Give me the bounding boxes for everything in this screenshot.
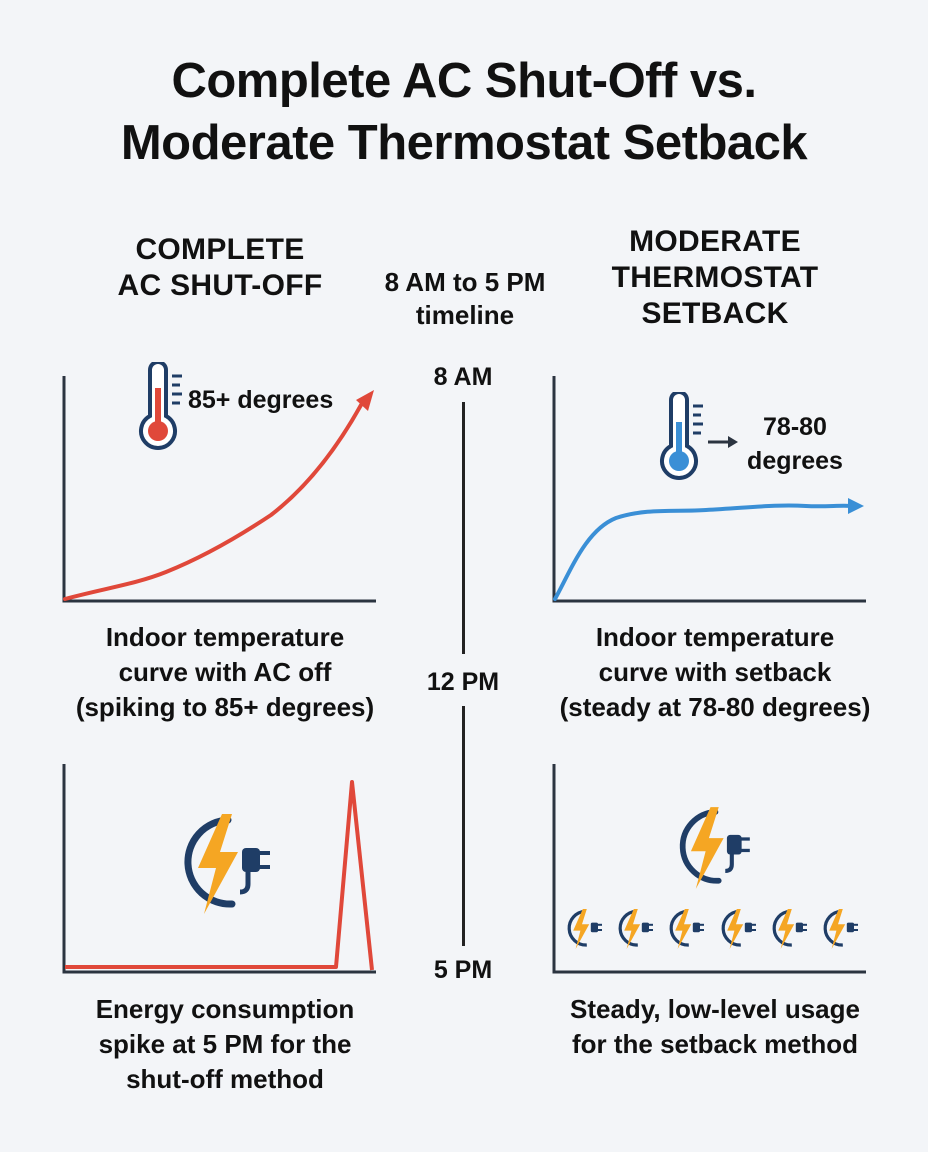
caption-line: for the setback method: [571, 1029, 859, 1059]
thermometer-cool-icon: [660, 392, 703, 480]
lightning-plug-icon: [618, 909, 654, 949]
temperature-curve-steady: [553, 503, 853, 601]
arrow-head: [356, 390, 374, 411]
setback-temperature-caption: Indoor temperature curve with setback (s…: [530, 620, 900, 725]
caption-line: Steady, low-level usage: [570, 994, 860, 1024]
shutoff-temperature-chart: [62, 376, 376, 603]
lightning-plug-icon: [567, 909, 602, 949]
setback-heading-line: MODERATE: [629, 225, 801, 258]
caption-line: (steady at 78-80 degrees): [559, 692, 871, 722]
timeline-heading-line: 8 AM to 5 PM: [384, 267, 546, 297]
timeline-tick-5pm: 5 PM: [433, 956, 493, 984]
chart-axes: [552, 376, 866, 603]
caption-line: (spiking to 85+ degrees): [75, 692, 375, 722]
thermometer-hot-icon: [139, 362, 182, 450]
setback-energy-chart: [552, 764, 866, 974]
cool-temp-callout: 78-80 degrees: [730, 410, 860, 478]
timeline-heading-line: timeline: [415, 300, 515, 330]
title-line-1: Complete AC Shut-Off vs.: [171, 54, 757, 108]
lightning-plug-icon: [772, 909, 807, 949]
lightning-plug-icon: [679, 807, 750, 889]
arrow-right-icon: [708, 436, 738, 448]
lightning-plug-icon: [669, 909, 705, 949]
hot-temp-callout: 85+ degrees: [188, 386, 334, 414]
small-energy-icon-row: [562, 908, 862, 954]
arrow-head: [848, 498, 864, 514]
shutoff-heading: COMPLETE AC SHUT-OFF: [60, 232, 380, 304]
chart-axes: [552, 764, 866, 974]
shutoff-energy-caption: Energy consumption spike at 5 PM for the…: [40, 992, 410, 1097]
timeline-line-upper: [462, 402, 465, 654]
callout-line: degrees: [747, 447, 843, 475]
caption-line: Indoor temperature: [105, 622, 345, 652]
shutoff-temperature-caption: Indoor temperature curve with AC off (sp…: [40, 620, 410, 725]
setback-temperature-chart: [552, 376, 866, 603]
caption-line: shut-off method: [126, 1064, 324, 1094]
page-title: Complete AC Shut-Off vs. Moderate Thermo…: [0, 50, 928, 174]
caption-line: Energy consumption: [95, 994, 355, 1024]
setback-heading: MODERATE THERMOSTAT SETBACK: [555, 224, 875, 332]
title-line-2: Moderate Thermostat Setback: [120, 116, 808, 170]
setback-energy-caption: Steady, low-level usage for the setback …: [530, 992, 900, 1062]
setback-heading-line: SETBACK: [641, 297, 789, 330]
energy-spike-line: [65, 780, 374, 971]
temperature-curve-rising: [63, 403, 363, 601]
caption-line: curve with setback: [598, 657, 832, 687]
timeline-line-lower: [462, 706, 465, 946]
timeline-tick-12pm: 12 PM: [426, 668, 500, 696]
caption-line: spike at 5 PM for the: [98, 1029, 352, 1059]
setback-heading-line: THERMOSTAT: [611, 261, 819, 294]
lightning-plug-icon: [823, 909, 858, 949]
shutoff-energy-chart: [62, 764, 376, 974]
caption-line: curve with AC off: [118, 657, 332, 687]
lightning-plug-icon: [184, 814, 270, 914]
timeline-heading: 8 AM to 5 PM timeline: [350, 266, 580, 332]
callout-line: 78-80: [763, 413, 827, 441]
timeline-tick-8am: 8 AM: [433, 363, 493, 391]
caption-line: Indoor temperature: [595, 622, 835, 652]
shutoff-heading-line: COMPLETE: [135, 233, 305, 266]
lightning-plug-icon: [721, 909, 756, 949]
chart-axes: [62, 376, 376, 603]
chart-axes: [62, 764, 376, 974]
shutoff-heading-line: AC SHUT-OFF: [117, 269, 323, 302]
